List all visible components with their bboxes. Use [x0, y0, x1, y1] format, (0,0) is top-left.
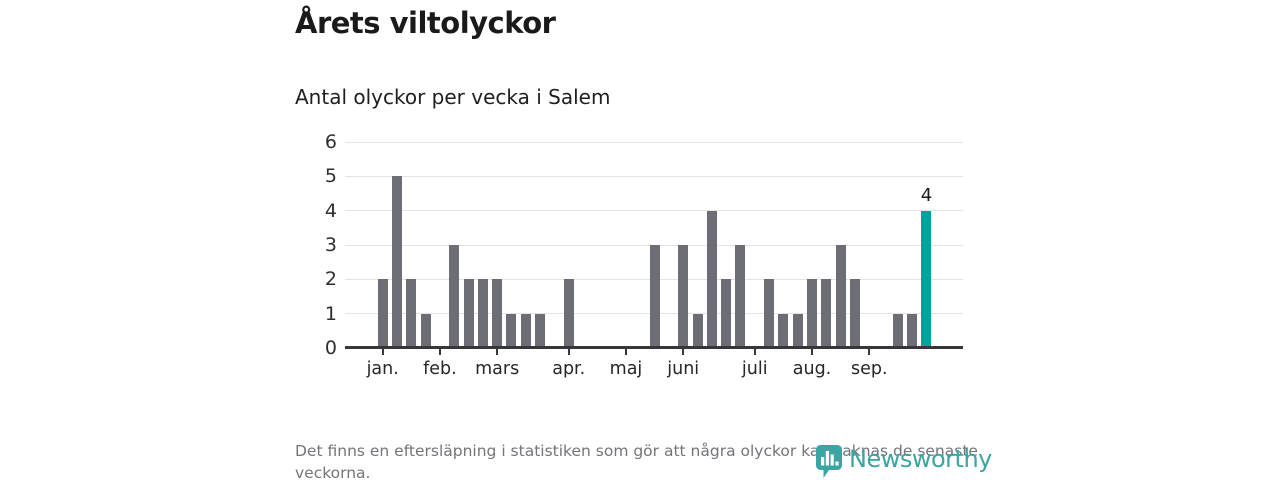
brand-name: Newsworthy: [849, 445, 992, 473]
x-axis-label: aug.: [792, 359, 832, 379]
x-axis-label: sep.: [850, 359, 888, 379]
x-axis-tick: [381, 349, 384, 355]
bar: [477, 279, 488, 347]
gridline: [345, 175, 963, 177]
bar: [907, 313, 918, 347]
bar: [706, 210, 717, 347]
bar: [849, 279, 860, 347]
bar: [821, 279, 832, 347]
bar: [406, 279, 417, 347]
footer-disclaimer: Det finns en eftersläpning i statistiken…: [295, 442, 978, 480]
bar: [735, 245, 746, 347]
bar: [778, 313, 789, 347]
y-axis-label: 2: [324, 268, 337, 291]
bar: [392, 176, 402, 347]
bar: [678, 245, 689, 347]
bar: [721, 279, 732, 347]
bar: [807, 279, 817, 347]
x-axis-tick: [868, 349, 871, 355]
x-axis-tick: [624, 349, 627, 355]
bar: [449, 245, 460, 347]
bar-highlighted: [921, 210, 932, 347]
gridline: [345, 141, 963, 143]
x-axis-label: feb.: [423, 359, 457, 379]
y-axis-label: 4: [324, 199, 337, 222]
x-axis-tick: [567, 349, 570, 355]
bar: [520, 313, 531, 347]
bar: [420, 313, 431, 347]
x-axis-tick: [496, 349, 499, 355]
x-axis-label: juni: [667, 359, 700, 379]
bar: [892, 313, 903, 347]
bar: [649, 245, 660, 347]
bar: [492, 279, 503, 347]
x-axis-label: apr.: [552, 359, 586, 379]
bar: [377, 279, 388, 347]
bar: [835, 245, 846, 347]
x-axis-label: mars: [475, 359, 520, 379]
x-axis-label: maj: [609, 359, 643, 379]
chart-title: Årets viltolyckor: [295, 6, 556, 40]
x-axis-tick: [438, 349, 441, 355]
bar: [792, 313, 803, 347]
bar: [764, 279, 775, 347]
x-axis-label: jan.: [366, 359, 399, 379]
bar: [535, 313, 546, 347]
x-axis-label: juli: [741, 359, 768, 379]
bar: [463, 279, 474, 347]
bar-value-label: 4: [920, 184, 933, 206]
y-axis-label: 1: [324, 302, 337, 325]
y-axis-label: 3: [324, 234, 337, 256]
gridline: [345, 210, 963, 212]
brand-logo: Newsworthy: [815, 444, 992, 479]
bar: [692, 313, 703, 347]
y-axis-label: 5: [324, 165, 337, 188]
chart-subtitle: Antal olyckor per vecka i Salem: [295, 85, 611, 109]
bar: [506, 313, 517, 347]
y-axis-label: 6: [324, 131, 337, 153]
x-axis-tick: [753, 349, 756, 355]
y-axis-label: 0: [324, 337, 337, 359]
x-axis-line: [345, 346, 963, 349]
newsworthy-bubble-barchart-icon: [816, 445, 842, 478]
x-axis-tick: [682, 349, 685, 355]
bar: [563, 279, 574, 347]
x-axis-tick: [811, 349, 813, 355]
